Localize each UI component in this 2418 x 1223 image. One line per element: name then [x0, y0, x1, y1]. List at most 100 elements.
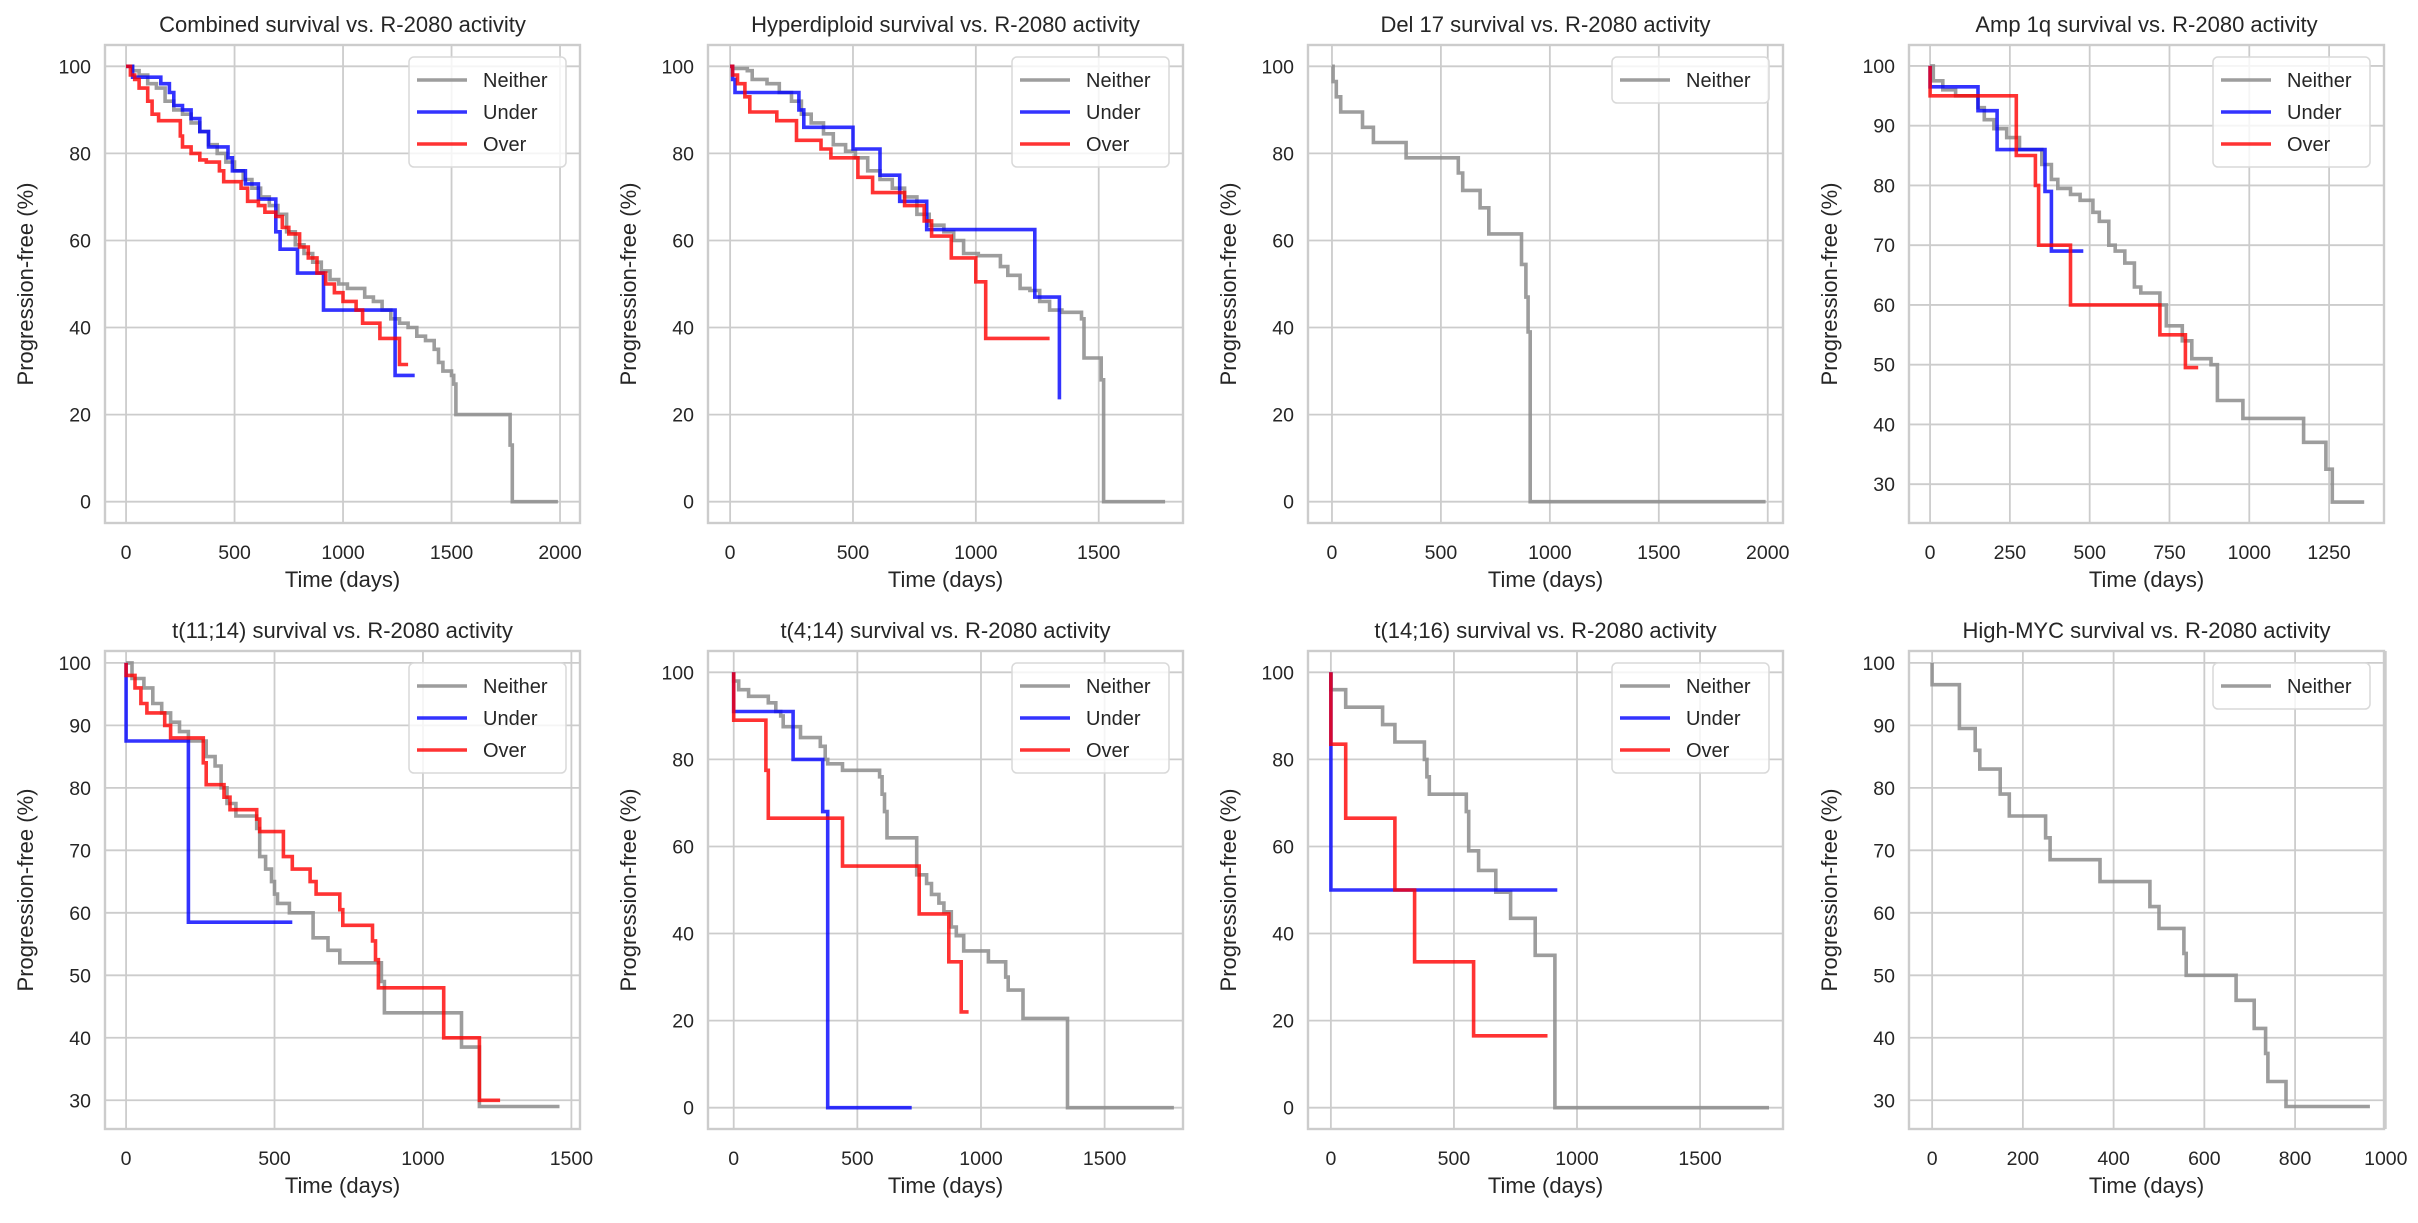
x-tick-label: 800 [2279, 1148, 2312, 1170]
y-axis-label: Progression-free (%) [616, 789, 641, 992]
y-axis-label: Progression-free (%) [616, 183, 641, 386]
x-tick-label: 250 [1994, 542, 2027, 564]
y-tick-label: 70 [1873, 840, 1895, 862]
x-tick-label: 1000 [401, 1148, 445, 1170]
axes-frame [1907, 43, 2386, 525]
legend: Neither Under Over [408, 662, 567, 774]
y-tick-label: 90 [1873, 116, 1895, 138]
y-tick-label: 0 [1283, 492, 1294, 514]
legend-label-neither: Neither [1086, 70, 1151, 92]
legend-label-under: Under [483, 708, 538, 730]
x-tick-label: 1000 [1555, 1148, 1599, 1170]
x-tick-label: 1000 [1528, 542, 1572, 564]
y-tick-label: 100 [1862, 56, 1895, 78]
series-neither-line [1331, 64, 1766, 504]
y-tick-label: 40 [1272, 924, 1294, 946]
x-axis-label: Time (days) [2089, 567, 2204, 592]
series-under-line [126, 64, 415, 378]
legend-label-under: Under [1086, 102, 1141, 124]
series-lines [730, 64, 1166, 504]
x-axis-label: Time (days) [1488, 1173, 1603, 1198]
y-tick-label: 60 [69, 230, 91, 252]
legend-label-under: Under [1086, 708, 1141, 730]
y-tick-label: 40 [69, 1028, 91, 1050]
y-tick-label: 80 [69, 143, 91, 165]
plot-area [1308, 45, 1783, 523]
y-tick-label: 80 [69, 778, 91, 800]
legend-label-under: Under [2287, 102, 2342, 124]
chart-panel-7: 0 500 1000 1500 0 20 40 60 80 100 Time (days) Progr… [1216, 618, 1785, 1198]
y-tick-label: 40 [1873, 1028, 1895, 1050]
y-axis-label: Progression-free (%) [1216, 183, 1241, 386]
y-tick-label: 70 [69, 840, 91, 862]
y-tick-label: 50 [1873, 355, 1895, 377]
y-axis-label: Progression-free (%) [1817, 789, 1842, 992]
y-axis-label: Progression-free (%) [13, 183, 38, 386]
x-tick-label: 2000 [1746, 542, 1790, 564]
x-tick-label: 0 [725, 542, 736, 564]
x-axis-label: Time (days) [285, 1173, 400, 1198]
x-tick-label: 500 [837, 542, 870, 564]
x-tick-label: 0 [1925, 542, 1936, 564]
x-tick-label: 1000 [2228, 542, 2272, 564]
series-under-line [1928, 65, 2084, 253]
y-tick-label: 60 [69, 903, 91, 925]
x-tick-label: 1500 [1077, 542, 1121, 564]
axes-frame [1907, 649, 2386, 1131]
y-tick-label: 90 [1873, 715, 1895, 737]
x-tick-label: 750 [2153, 542, 2186, 564]
series-over-line [730, 64, 1050, 341]
x-tick-label: 500 [258, 1148, 291, 1170]
y-tick-label: 20 [1272, 1011, 1294, 1033]
x-tick-label: 1500 [1678, 1148, 1722, 1170]
x-tick-label: 0 [728, 1148, 739, 1170]
y-tick-label: 60 [1873, 295, 1895, 317]
series-lines [126, 64, 558, 504]
x-tick-label: 1500 [1637, 542, 1681, 564]
series-lines [1928, 64, 2365, 504]
x-tick-label: 600 [2188, 1148, 2221, 1170]
axes-frame [1306, 43, 1785, 525]
legend-box [2212, 662, 2371, 710]
x-tick-label: 1500 [550, 1148, 594, 1170]
y-tick-label: 60 [1272, 230, 1294, 252]
legend-label-neither: Neither [1686, 676, 1751, 698]
y-tick-label: 100 [58, 56, 91, 78]
y-tick-label: 60 [1272, 836, 1294, 858]
y-tick-label: 80 [672, 749, 694, 771]
y-tick-label: 100 [1261, 56, 1294, 78]
legend-label-under: Under [1686, 708, 1741, 730]
legend-label-over: Over [1086, 740, 1130, 762]
series-over-line [1329, 672, 1548, 1038]
y-tick-label: 100 [661, 56, 694, 78]
legend: Neither [1611, 56, 1770, 104]
grid [1909, 651, 2387, 1129]
chart-panel-8: 0 200 400 600 800 1000 30 40 50 60 70 80 90 100 Time (… [1817, 618, 2408, 1198]
legend-label-neither: Neither [2287, 676, 2352, 698]
x-tick-label: 500 [841, 1148, 874, 1170]
axes-frame [103, 43, 582, 525]
x-tick-label: 500 [1438, 1148, 1471, 1170]
chart-title: t(11;14) survival vs. R-2080 activity [172, 618, 513, 643]
x-tick-label: 1500 [1083, 1148, 1127, 1170]
series-neither-line [730, 64, 1166, 504]
x-axis-label: Time (days) [888, 567, 1003, 592]
grid [1909, 45, 2384, 523]
chart-panel-5: 0 500 1000 1500 30 40 50 60 70 80 90 100 Time (days)… [13, 618, 593, 1198]
y-tick-label: 80 [1272, 749, 1294, 771]
x-tick-label: 0 [1927, 1148, 1938, 1170]
legend-label-neither: Neither [1086, 676, 1151, 698]
legend-label-neither: Neither [483, 70, 548, 92]
legend: Neither Under Over [1011, 56, 1170, 168]
legend: Neither Under Over [2212, 56, 2371, 168]
legend-box [1011, 56, 1170, 168]
legend-label-neither: Neither [1686, 70, 1751, 92]
y-tick-label: 100 [661, 662, 694, 684]
series-neither-line [1329, 672, 1769, 1110]
series-lines [1329, 672, 1769, 1110]
chart-panel-4: 0 250 500 750 1000 1250 30 40 50 60 70 80 90 100 Time … [1817, 12, 2386, 592]
chart-panel-2: 0 500 1000 1500 0 20 40 60 80 100 Time (days) Progr… [616, 12, 1185, 592]
series-over-line [126, 64, 409, 367]
axes-frame [706, 649, 1185, 1131]
